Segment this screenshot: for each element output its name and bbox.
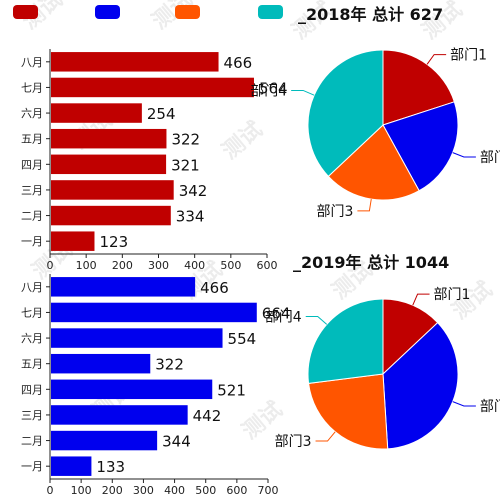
pie-slice bbox=[308, 373, 389, 450]
category-label: 八月 bbox=[21, 56, 43, 69]
category-label: 三月 bbox=[21, 409, 43, 422]
bar bbox=[51, 77, 254, 98]
category-label: 六月 bbox=[21, 332, 43, 345]
x-tick-label: 300 bbox=[148, 259, 169, 272]
legend-swatch bbox=[13, 5, 38, 19]
legend-swatch bbox=[175, 5, 200, 19]
category-label: 四月 bbox=[21, 383, 43, 396]
bar bbox=[51, 379, 213, 400]
bar-value-label: 521 bbox=[217, 381, 246, 399]
category-label: 三月 bbox=[21, 184, 43, 197]
pie-leader-line bbox=[452, 152, 476, 158]
bar-value-label: 344 bbox=[162, 433, 191, 451]
pie-slice-label: 部门1 bbox=[434, 287, 471, 303]
pie-slice-label: 部门3 bbox=[316, 204, 353, 220]
pie-leader-line bbox=[426, 54, 447, 65]
bar bbox=[51, 52, 219, 72]
x-tick-label: 700 bbox=[258, 484, 279, 497]
bar-value-label: 554 bbox=[228, 330, 257, 348]
x-tick-label: 600 bbox=[257, 259, 278, 272]
category-label: 五月 bbox=[21, 358, 43, 371]
pie-slice-label: 部门2 bbox=[480, 399, 500, 415]
pie-slice-label: 部门4 bbox=[250, 83, 287, 99]
bar-value-label: 321 bbox=[171, 156, 200, 174]
category-label: 四月 bbox=[21, 158, 43, 171]
pie-slice-label: 部门4 bbox=[265, 309, 302, 325]
pie-slice bbox=[382, 298, 439, 376]
pie-chart-2019: 部门1 部门2 部门3 部门4 bbox=[265, 287, 500, 450]
legend bbox=[13, 5, 283, 19]
bar bbox=[51, 328, 223, 348]
bar bbox=[51, 231, 95, 251]
bar bbox=[51, 180, 174, 200]
category-label: 二月 bbox=[21, 435, 43, 448]
x-tick-label: 100 bbox=[76, 259, 97, 272]
bar bbox=[51, 277, 196, 297]
bar bbox=[51, 103, 142, 123]
bar bbox=[51, 456, 92, 476]
bar-value-label: 123 bbox=[99, 233, 128, 251]
pie-slice bbox=[307, 49, 384, 178]
legend-swatch bbox=[258, 5, 283, 19]
bar bbox=[51, 154, 167, 175]
category-label: 一月 bbox=[21, 235, 43, 248]
pie-leader-line bbox=[305, 315, 328, 325]
x-tick-label: 100 bbox=[71, 484, 92, 497]
bar bbox=[51, 128, 167, 149]
pie-slice-label: 部门2 bbox=[480, 150, 500, 166]
bar-value-label: 466 bbox=[224, 54, 253, 72]
pie-slice bbox=[382, 101, 459, 192]
bar-value-label: 133 bbox=[96, 458, 125, 476]
x-tick-label: 300 bbox=[133, 484, 154, 497]
pie-leader-line bbox=[291, 89, 315, 96]
chart-title-2019: _2019年 总计 1044 bbox=[293, 253, 449, 272]
pie-slice-label: 部门3 bbox=[275, 434, 312, 450]
x-tick-label: 600 bbox=[226, 484, 247, 497]
bar bbox=[51, 302, 257, 323]
legend-swatch bbox=[95, 5, 120, 19]
bar bbox=[51, 405, 188, 425]
x-tick-label: 0 bbox=[47, 259, 54, 272]
category-label: 七月 bbox=[21, 81, 43, 94]
x-tick-label: 0 bbox=[47, 484, 54, 497]
pie-leader-line bbox=[315, 431, 336, 442]
bar bbox=[51, 353, 151, 374]
chart-title-2018: _2018年 总计 627 bbox=[298, 5, 443, 24]
bar-chart-2018: 0 100 200 300 400 500 600 一月 123 二月 334 三月 342 四月 321 五… bbox=[21, 49, 288, 272]
pie-leader-line bbox=[357, 198, 372, 212]
category-label: 一月 bbox=[21, 460, 43, 473]
x-tick-label: 400 bbox=[184, 259, 205, 272]
bar-value-label: 466 bbox=[200, 279, 229, 297]
x-tick-label: 200 bbox=[102, 484, 123, 497]
pie-slice-label: 部门1 bbox=[450, 48, 487, 64]
pie-leader-line bbox=[412, 293, 430, 306]
bar-value-label: 342 bbox=[179, 182, 208, 200]
bar bbox=[51, 430, 158, 451]
pie-chart-2018: 部门1 部门2 部门3 部门4 bbox=[250, 48, 500, 220]
x-tick-label: 500 bbox=[220, 259, 241, 272]
x-tick-label: 500 bbox=[195, 484, 216, 497]
bar-value-label: 564 bbox=[259, 79, 288, 97]
bar-value-label: 322 bbox=[155, 356, 184, 374]
watermark-text: 测试 bbox=[218, 117, 268, 164]
bar-value-label: 322 bbox=[171, 131, 200, 149]
bar-chart-2019: 0 100 200 300 400 500 600 700 一月 133 二月 344 三月 442 四月 5… bbox=[21, 274, 290, 497]
bar-value-label: 442 bbox=[193, 407, 222, 425]
bar bbox=[51, 205, 171, 226]
pie-slice bbox=[382, 49, 455, 126]
category-label: 八月 bbox=[21, 281, 43, 294]
x-tick-label: 400 bbox=[164, 484, 185, 497]
bar-value-label: 334 bbox=[176, 208, 205, 226]
category-label: 六月 bbox=[21, 107, 43, 120]
category-label: 七月 bbox=[21, 306, 43, 319]
category-label: 五月 bbox=[21, 133, 43, 146]
category-label: 二月 bbox=[21, 210, 43, 223]
bar-value-label: 254 bbox=[147, 105, 176, 123]
bar-value-label: 664 bbox=[262, 304, 291, 322]
pie-slice bbox=[307, 298, 384, 384]
x-tick-label: 200 bbox=[112, 259, 133, 272]
pie-leader-line bbox=[452, 401, 476, 407]
